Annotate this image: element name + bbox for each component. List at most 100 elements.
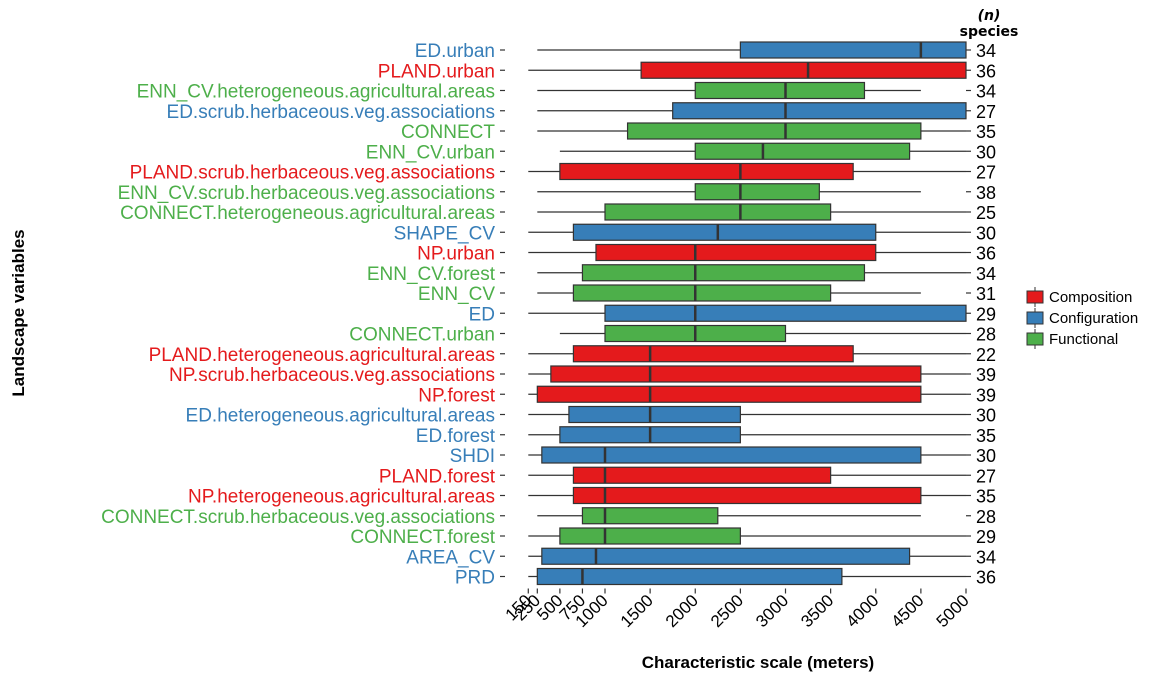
legend-item-composition: Composition (1026, 287, 1132, 307)
category-label: CONNECT.forest (350, 527, 495, 548)
n-label: 29 (976, 304, 996, 324)
category-label: NP.heterogeneous.agricultural.areas (188, 487, 495, 508)
n-label: 38 (976, 183, 996, 203)
row-np-forest: NP.forest 39 (418, 385, 996, 406)
box (694, 81, 866, 100)
n-header-line2: species (960, 24, 1019, 40)
box (694, 183, 820, 201)
category-label: ENN_CV.scrub.herbaceous.veg.associations (118, 183, 495, 204)
box (572, 466, 832, 484)
n-label: 25 (976, 203, 996, 223)
row-pland-heterogeneous-agricultural-areas: PLAND.heterogeneous.agricultural.areas 22 (149, 345, 996, 366)
x-tick-label: 4500 (888, 591, 928, 631)
category-label: NP.scrub.herbaceous.veg.associations (169, 365, 495, 386)
row-connect-forest: CONNECT.forest 29 (350, 527, 996, 548)
box (572, 223, 877, 241)
legend-swatch (1026, 332, 1044, 346)
box (572, 486, 922, 505)
row-pland-scrub-herbaceous-veg-associations: PLAND.scrub.herbaceous.veg.associations 2… (130, 163, 996, 184)
n-label: 39 (976, 385, 996, 405)
category-label: CONNECT.heterogeneous.agricultural.areas (120, 203, 495, 224)
box (595, 243, 877, 262)
n-label: 35 (976, 122, 996, 142)
category-label: ENN_CV (418, 284, 495, 305)
box (536, 385, 922, 403)
category-label: CONNECT.scrub.herbaceous.veg.association… (101, 507, 495, 528)
n-header-line1: (n) (978, 8, 1001, 24)
n-label: 34 (976, 547, 996, 567)
row-shdi: SHDI 30 (450, 446, 996, 467)
box (604, 203, 832, 221)
row-pland-forest: PLAND.forest 27 (379, 466, 996, 487)
legend-label: Functional (1049, 331, 1118, 348)
n-label: 28 (976, 507, 996, 527)
x-tick-label: 3500 (797, 591, 837, 631)
n-label: 34 (976, 264, 996, 284)
category-label: SHDI (450, 446, 495, 467)
row-ed-heterogeneous-agricultural-areas: ED.heterogeneous.agricultural.areas 30 (186, 406, 997, 427)
row-ed-scrub-herbaceous-veg-associations: ED.scrub.herbaceous.veg.associations 27 (167, 102, 997, 123)
legend-label: Composition (1049, 289, 1132, 306)
category-label: ENN_CV.forest (367, 264, 496, 285)
category-label: ED.heterogeneous.agricultural.areas (186, 406, 495, 427)
row-enn-cv-forest: ENN_CV.forest 34 (367, 264, 996, 285)
category-label: CONNECT (401, 122, 495, 143)
row-shape-cv: SHAPE_CV 30 (394, 223, 996, 244)
row-ed: ED 29 (469, 304, 996, 325)
box (739, 41, 967, 59)
n-label: 36 (976, 61, 996, 81)
category-label: CONNECT.urban (349, 325, 495, 346)
row-enn-cv-scrub-herbaceous-veg-associations: ENN_CV.scrub.herbaceous.veg.associations… (118, 183, 996, 204)
box (559, 527, 741, 545)
legend: Composition Configuration Functional (1026, 287, 1138, 349)
box (572, 284, 832, 302)
category-label: AREA_CV (406, 547, 495, 568)
x-axis-title: Characteristic scale (meters) (642, 653, 874, 672)
category-label: ENN_CV.urban (366, 142, 495, 163)
n-label: 27 (976, 102, 996, 122)
category-label: ED (469, 304, 495, 325)
row-np-urban: NP.urban 36 (417, 244, 996, 265)
category-label: NP.forest (418, 385, 495, 406)
n-label: 29 (976, 527, 996, 547)
row-connect-urban: CONNECT.urban 28 (349, 325, 996, 346)
row-np-scrub-herbaceous-veg-associations: NP.scrub.herbaceous.veg.associations 39 (169, 365, 996, 386)
y-axis-title-wrap: Landscape variables (9, 229, 28, 396)
n-label: 34 (976, 82, 996, 102)
x-tick-label: 2500 (707, 591, 747, 631)
legend-swatch (1026, 290, 1044, 304)
box (568, 405, 741, 424)
x-tick-label: 5000 (933, 591, 973, 631)
n-label: 27 (976, 466, 996, 486)
box (604, 304, 967, 322)
x-tick-label: 3000 (752, 591, 792, 631)
n-label: 30 (976, 142, 996, 162)
row-enn-cv-urban: ENN_CV.urban 30 (366, 142, 996, 163)
n-label: 31 (976, 284, 996, 304)
box (550, 365, 922, 383)
n-label: 28 (976, 325, 996, 345)
n-label: 27 (976, 163, 996, 183)
category-label: ED.forest (416, 426, 496, 447)
category-label: PLAND.scrub.herbaceous.veg.associations (130, 163, 495, 184)
n-label: 34 (976, 41, 996, 61)
legend-item-functional: Functional (1026, 329, 1118, 349)
legend-label: Configuration (1049, 310, 1138, 327)
category-label: PLAND.heterogeneous.agricultural.areas (149, 345, 495, 366)
n-label: 30 (976, 223, 996, 243)
box (572, 345, 854, 363)
row-area-cv: AREA_CV 34 (406, 547, 996, 568)
category-label: PLAND.forest (379, 466, 496, 487)
box (672, 102, 967, 120)
n-label: 36 (976, 244, 996, 264)
box (541, 446, 922, 464)
box (694, 142, 911, 160)
n-label: 22 (976, 345, 996, 365)
box (626, 122, 922, 140)
n-label: 35 (976, 487, 996, 507)
x-tick-label: 2000 (662, 591, 702, 631)
row-connect-scrub-herbaceous-veg-associations: CONNECT.scrub.herbaceous.veg.association… (101, 507, 996, 528)
